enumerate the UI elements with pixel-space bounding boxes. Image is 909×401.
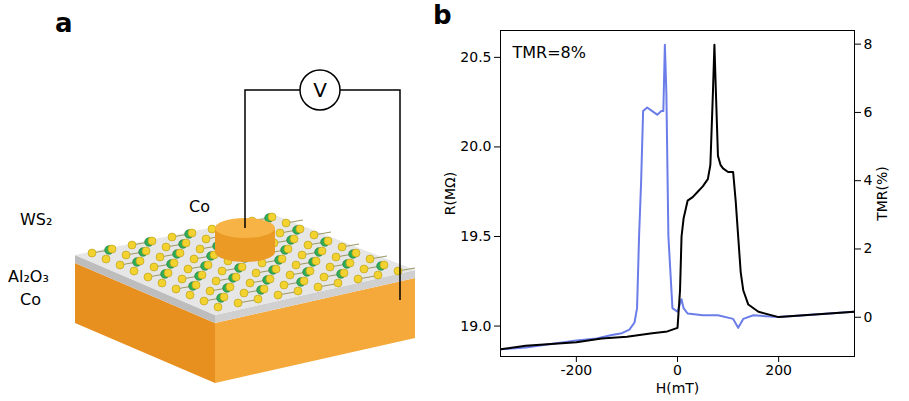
svg-text:Al₂O₃: Al₂O₃ (8, 267, 49, 286)
svg-text:19.0: 19.0 (460, 318, 491, 334)
html-text:b: b (433, 0, 452, 30)
svg-text:TMR(%): TMR(%) (874, 166, 890, 222)
svg-text:Co: Co (189, 197, 210, 216)
svg-text:Co: Co (20, 290, 41, 309)
svg-text:0: 0 (673, 362, 682, 378)
svg-text:TMR=8%: TMR=8% (512, 43, 586, 62)
svg-text:20.0: 20.0 (460, 138, 491, 154)
svg-text:20.5: 20.5 (460, 49, 491, 65)
svg-text:V: V (313, 78, 327, 102)
svg-text:R(MΩ): R(MΩ) (442, 172, 458, 215)
svg-text:200: 200 (765, 362, 792, 378)
svg-text:H(mT): H(mT) (656, 380, 700, 396)
svg-text:4: 4 (864, 172, 873, 188)
svg-text:WS₂: WS₂ (20, 210, 52, 229)
svg-text:2: 2 (864, 240, 873, 256)
svg-text:19.5: 19.5 (460, 228, 491, 244)
svg-text:6: 6 (864, 104, 873, 120)
svg-text:-200: -200 (560, 362, 592, 378)
svg-text:a: a (55, 8, 73, 38)
svg-text:0: 0 (864, 309, 873, 325)
svg-text:8: 8 (864, 36, 873, 52)
